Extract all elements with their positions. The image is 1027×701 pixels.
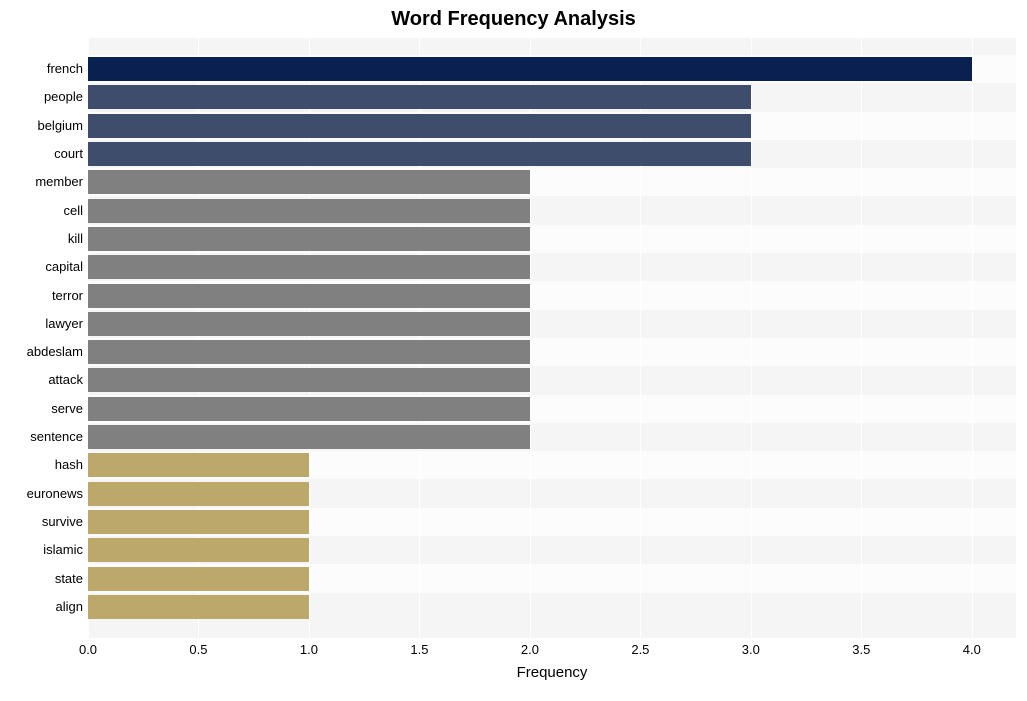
- y-tick-label: survive: [3, 510, 83, 534]
- y-tick-label: hash: [3, 453, 83, 477]
- bar: [88, 57, 972, 81]
- y-tick-label: align: [3, 595, 83, 619]
- bar: [88, 340, 530, 364]
- x-tick-label: 3.0: [742, 642, 760, 657]
- y-tick-label: people: [3, 85, 83, 109]
- bar: [88, 482, 309, 506]
- bar: [88, 595, 309, 619]
- x-tick-label: 1.0: [300, 642, 318, 657]
- x-tick-label: 2.5: [631, 642, 649, 657]
- bar: [88, 170, 530, 194]
- y-tick-label: islamic: [3, 538, 83, 562]
- bar: [88, 567, 309, 591]
- bar: [88, 425, 530, 449]
- y-tick-label: attack: [3, 368, 83, 392]
- y-tick-label: cell: [3, 199, 83, 223]
- x-axis-label: Frequency: [88, 664, 1016, 681]
- bar: [88, 114, 751, 138]
- x-tick-label: 0.0: [79, 642, 97, 657]
- plot-area: [88, 38, 1016, 638]
- y-tick-label: lawyer: [3, 312, 83, 336]
- bar: [88, 199, 530, 223]
- y-tick-label: capital: [3, 255, 83, 279]
- y-tick-label: serve: [3, 397, 83, 421]
- y-tick-label: euronews: [3, 482, 83, 506]
- x-tick-label: 3.5: [852, 642, 870, 657]
- bar: [88, 284, 530, 308]
- y-tick-label: state: [3, 567, 83, 591]
- y-tick-label: member: [3, 170, 83, 194]
- bar: [88, 510, 309, 534]
- y-tick-label: french: [3, 57, 83, 81]
- word-frequency-chart: Word Frequency Analysis Frequency 0.0 0.5…: [0, 0, 1027, 701]
- y-tick-label: belgium: [3, 114, 83, 138]
- y-tick-label: abdeslam: [3, 340, 83, 364]
- bar: [88, 85, 751, 109]
- x-tick-label: 0.5: [189, 642, 207, 657]
- x-tick-label: 2.0: [521, 642, 539, 657]
- grid-line: [751, 38, 752, 638]
- y-tick-label: kill: [3, 227, 83, 251]
- x-tick-label: 4.0: [963, 642, 981, 657]
- grid-line: [861, 38, 862, 638]
- bar: [88, 538, 309, 562]
- y-tick-label: terror: [3, 284, 83, 308]
- chart-title: Word Frequency Analysis: [0, 8, 1027, 31]
- bar: [88, 453, 309, 477]
- bar: [88, 255, 530, 279]
- y-tick-label: sentence: [3, 425, 83, 449]
- bar: [88, 368, 530, 392]
- x-tick-label: 1.5: [410, 642, 428, 657]
- grid-line: [972, 38, 973, 638]
- y-tick-label: court: [3, 142, 83, 166]
- bar: [88, 397, 530, 421]
- bar: [88, 227, 530, 251]
- bar: [88, 312, 530, 336]
- bar: [88, 142, 751, 166]
